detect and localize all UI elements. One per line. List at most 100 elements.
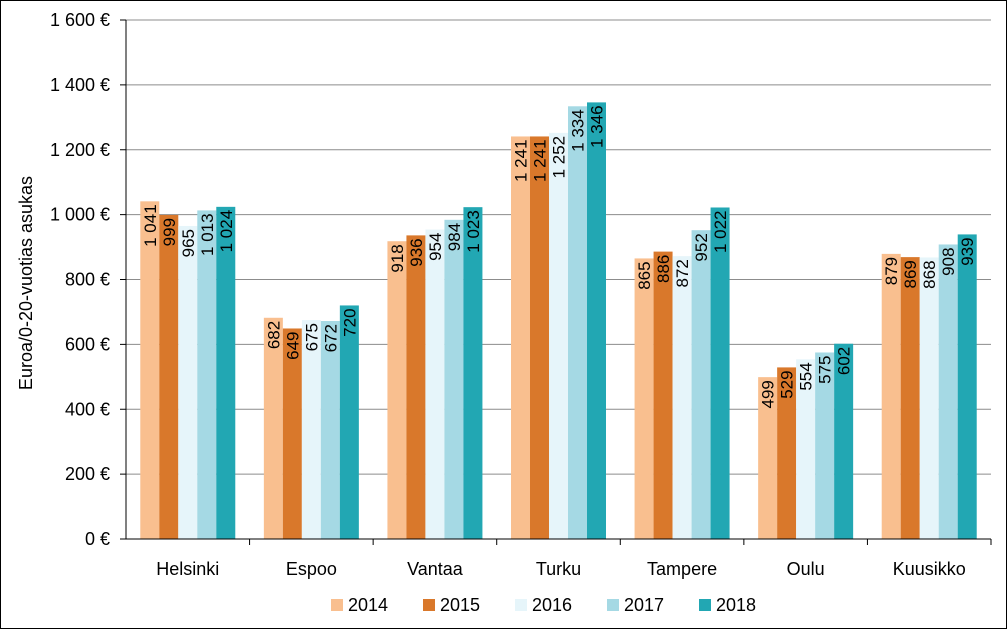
data-label: 1 241: [512, 139, 531, 182]
bar-kuusikko-2017: [938, 244, 958, 539]
bar-oulu-2015: [777, 367, 797, 539]
bar-espoo-2015: [282, 328, 302, 539]
bar-espoo-2016: [301, 320, 321, 539]
data-label: 1 252: [550, 136, 569, 179]
bars: [140, 102, 977, 540]
bar-helsinki-2014: [140, 201, 160, 539]
legend-label-2018: 2018: [716, 595, 756, 615]
legend-label-2014: 2014: [348, 595, 388, 615]
data-label: 499: [759, 380, 778, 408]
bar-turku-2015: [530, 136, 549, 539]
bar-helsinki-2017: [197, 210, 217, 539]
y-tick-label: 1 400 €: [50, 75, 110, 95]
data-label: 918: [388, 244, 407, 272]
x-tick-label: Tampere: [647, 559, 717, 579]
data-label: 936: [407, 238, 426, 266]
data-label: 872: [673, 259, 692, 287]
data-label: 1 334: [569, 109, 588, 152]
bar-helsinki-2015: [159, 214, 179, 539]
data-label: 865: [635, 261, 654, 289]
y-tick-label: 1 600 €: [50, 10, 110, 30]
x-tick-label: Kuusikko: [893, 559, 966, 579]
bar-tampere-2016: [672, 256, 692, 539]
y-tick-label: 400 €: [65, 399, 110, 419]
bar-vantaa-2014: [387, 241, 407, 539]
data-label: 649: [283, 331, 302, 359]
bar-tampere-2018: [710, 207, 730, 539]
legend-label-2017: 2017: [624, 595, 664, 615]
data-label: 1 022: [711, 210, 730, 253]
bar-kuusikko-2018: [957, 234, 977, 540]
legend-swatch-2015: [423, 599, 435, 611]
data-label: 602: [835, 347, 854, 375]
data-label: 965: [179, 229, 198, 257]
y-tick-label: 800 €: [65, 270, 110, 290]
legend-swatch-2016: [515, 599, 527, 611]
data-label: 672: [321, 324, 340, 352]
legend-swatch-2014: [331, 599, 343, 611]
data-label: 1 013: [198, 213, 217, 256]
bar-turku-2014: [511, 136, 530, 539]
y-tick-label: 1 000 €: [50, 205, 110, 225]
data-label: 886: [654, 255, 673, 283]
bar-oulu-2017: [815, 352, 835, 539]
x-tick-label: Oulu: [787, 559, 825, 579]
data-label: 939: [958, 237, 977, 265]
data-label: 1 241: [531, 139, 550, 182]
bar-kuusikko-2014: [881, 253, 901, 539]
bar-vantaa-2017: [444, 219, 464, 539]
bar-espoo-2014: [263, 317, 283, 539]
data-label: 868: [920, 260, 939, 288]
legend-swatch-2017: [607, 599, 619, 611]
x-tick-label: Vantaa: [407, 559, 464, 579]
bar-espoo-2018: [339, 305, 359, 539]
bar-vantaa-2015: [406, 235, 426, 539]
legend-label-2016: 2016: [532, 595, 572, 615]
bar-tampere-2014: [634, 258, 654, 539]
data-label: 999: [160, 218, 179, 246]
bar-tampere-2017: [691, 230, 711, 539]
y-tick-label: 1 200 €: [50, 140, 110, 160]
data-label: 879: [882, 257, 901, 285]
data-label: 1 041: [141, 204, 160, 247]
bar-tampere-2015: [653, 251, 673, 539]
bar-turku-2017: [568, 106, 587, 539]
bar-vantaa-2016: [425, 229, 445, 539]
y-tick-label: 0 €: [85, 529, 110, 549]
data-label: 675: [302, 323, 321, 351]
data-label: 682: [264, 321, 283, 349]
bar-turku-2018: [587, 102, 606, 540]
legend-swatch-2018: [699, 599, 711, 611]
bar-helsinki-2016: [178, 225, 198, 539]
legend: 2014 2015 2016 2017 2018: [331, 595, 756, 615]
bar-vantaa-2018: [463, 207, 483, 539]
data-label: 952: [692, 233, 711, 261]
bar-helsinki-2018: [216, 206, 236, 539]
data-label: 720: [340, 308, 359, 336]
data-label: 908: [939, 247, 958, 275]
data-label: 575: [816, 355, 835, 383]
bar-kuusikko-2016: [919, 257, 939, 539]
data-label: 1 346: [588, 105, 607, 148]
legend-label-2015: 2015: [440, 595, 480, 615]
bar-oulu-2016: [796, 359, 816, 539]
bar-turku-2016: [549, 132, 568, 539]
y-tick-label: 200 €: [65, 464, 110, 484]
x-tick-label: Turku: [536, 559, 581, 579]
data-label: 554: [797, 362, 816, 390]
data-label: 869: [901, 260, 920, 288]
bar-espoo-2017: [320, 321, 340, 539]
data-label: 529: [778, 370, 797, 398]
y-tick-label: 600 €: [65, 334, 110, 354]
x-tick-label: Espoo: [286, 559, 337, 579]
bar-kuusikko-2015: [900, 257, 920, 539]
x-tick-label: Helsinki: [156, 559, 219, 579]
y-axis-label: Euroa/0-20-vuotias asukas: [16, 176, 36, 390]
bar-oulu-2014: [758, 377, 778, 539]
axes: 0 € 200 € 400 € 600 € 800 € 1 000 € 1 200 € 1 4…: [50, 10, 992, 579]
data-label: 1 024: [217, 210, 236, 253]
bar-oulu-2018: [834, 343, 854, 539]
